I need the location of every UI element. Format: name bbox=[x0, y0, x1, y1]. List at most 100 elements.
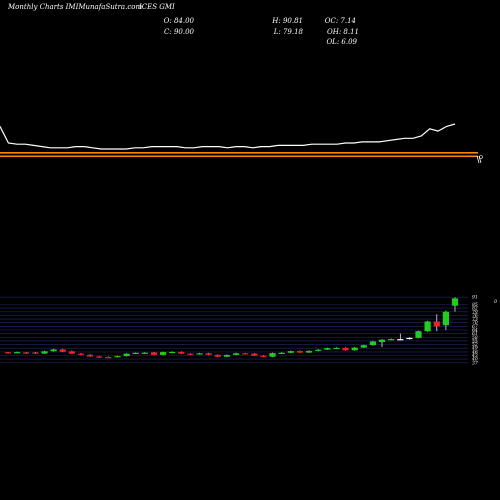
candle-body bbox=[59, 349, 66, 352]
y-tick-label: 43 bbox=[471, 353, 478, 359]
candle bbox=[242, 352, 249, 355]
candle bbox=[406, 337, 413, 340]
candle bbox=[223, 354, 230, 358]
candle bbox=[424, 320, 431, 332]
candle-body bbox=[260, 355, 267, 357]
candle-body bbox=[360, 345, 367, 348]
candle-body bbox=[333, 347, 340, 350]
candle-body bbox=[415, 331, 422, 338]
candle bbox=[451, 297, 459, 312]
price-line bbox=[0, 123, 456, 150]
candle bbox=[105, 356, 112, 359]
close-label: C: 90.00 bbox=[164, 28, 195, 36]
candle bbox=[269, 352, 276, 358]
candle-body bbox=[451, 298, 459, 306]
candle-body bbox=[433, 321, 440, 327]
candle-body bbox=[105, 357, 112, 359]
candle-body bbox=[178, 351, 185, 354]
candle-body bbox=[50, 349, 57, 352]
y-tick-label: 40 bbox=[471, 357, 478, 363]
candle bbox=[141, 352, 148, 354]
candle bbox=[315, 349, 322, 352]
candle-body bbox=[242, 353, 249, 355]
y-tick-label: 85 bbox=[472, 302, 478, 308]
candle bbox=[378, 339, 386, 347]
candle bbox=[77, 353, 85, 356]
candle-body bbox=[169, 351, 176, 354]
candle bbox=[360, 344, 367, 348]
candle-body bbox=[214, 354, 221, 357]
candle-body bbox=[23, 352, 30, 354]
candle bbox=[68, 350, 75, 354]
y-tick-label: 73 bbox=[472, 317, 478, 323]
candle-body bbox=[315, 349, 322, 351]
candle bbox=[114, 355, 121, 358]
candle bbox=[205, 352, 212, 356]
y-tick-label: 58 bbox=[472, 335, 478, 341]
y-tick-label: 67 bbox=[472, 324, 478, 330]
candle-body bbox=[160, 352, 167, 355]
candle-body bbox=[132, 352, 139, 354]
candle bbox=[388, 338, 395, 341]
candle-body bbox=[41, 351, 48, 354]
candle-body bbox=[251, 353, 258, 356]
y-tick-label: 79 bbox=[472, 309, 478, 315]
candle-body bbox=[123, 353, 130, 357]
candle bbox=[50, 348, 57, 352]
candle bbox=[260, 355, 267, 358]
candle bbox=[415, 330, 422, 339]
candle-body bbox=[296, 351, 303, 353]
candle bbox=[233, 352, 240, 356]
candle bbox=[123, 353, 130, 357]
candle-body bbox=[233, 353, 240, 355]
candle-body bbox=[141, 352, 148, 354]
candle-body bbox=[442, 311, 449, 326]
candle-body bbox=[305, 350, 313, 353]
candle-body bbox=[278, 352, 285, 354]
candle bbox=[169, 351, 176, 354]
y-tick-label: 82 bbox=[472, 306, 478, 312]
y-tick-label: 76 bbox=[472, 313, 478, 319]
candle bbox=[41, 350, 48, 354]
candle-body bbox=[77, 353, 85, 355]
candle-body bbox=[196, 353, 203, 355]
site-title: Monthly Charts IMIMunafaSutra.com bbox=[7, 3, 142, 11]
candle-body bbox=[114, 356, 121, 358]
candle-body bbox=[388, 339, 395, 341]
high-label: H: 90.81 bbox=[271, 17, 303, 25]
candle bbox=[14, 351, 21, 354]
candle-body bbox=[406, 337, 413, 340]
grid-layer bbox=[0, 296, 468, 364]
candle-body bbox=[187, 353, 194, 355]
candle bbox=[333, 347, 340, 350]
candle bbox=[150, 352, 158, 356]
candle-body bbox=[68, 351, 75, 354]
candle bbox=[132, 352, 139, 354]
y-tick-label: 37 bbox=[472, 360, 478, 366]
y-tick-label: 49 bbox=[471, 346, 478, 352]
candle bbox=[87, 354, 94, 357]
candle-body bbox=[324, 348, 331, 350]
candle bbox=[278, 352, 285, 354]
candle-body bbox=[342, 347, 349, 351]
open-label: O: 84.00 bbox=[164, 17, 195, 25]
orange-band-top bbox=[0, 152, 478, 154]
y-tick-label: 91 bbox=[472, 295, 478, 301]
orange-band-bottom bbox=[0, 155, 478, 158]
candle-body bbox=[14, 352, 21, 354]
candle bbox=[187, 353, 194, 355]
candle-body bbox=[96, 356, 103, 358]
candle-body bbox=[424, 321, 431, 332]
oh-label: OH: 8.11 bbox=[327, 28, 359, 36]
y-tick-label: 52 bbox=[472, 342, 478, 348]
candle bbox=[23, 351, 30, 354]
ol-label: OL: 6.09 bbox=[326, 38, 357, 46]
candle-body bbox=[223, 354, 230, 357]
candle-body bbox=[378, 339, 386, 343]
candle-body bbox=[269, 353, 276, 357]
candle bbox=[160, 351, 167, 356]
price-line-layer bbox=[0, 123, 456, 150]
candle-body bbox=[4, 352, 12, 354]
